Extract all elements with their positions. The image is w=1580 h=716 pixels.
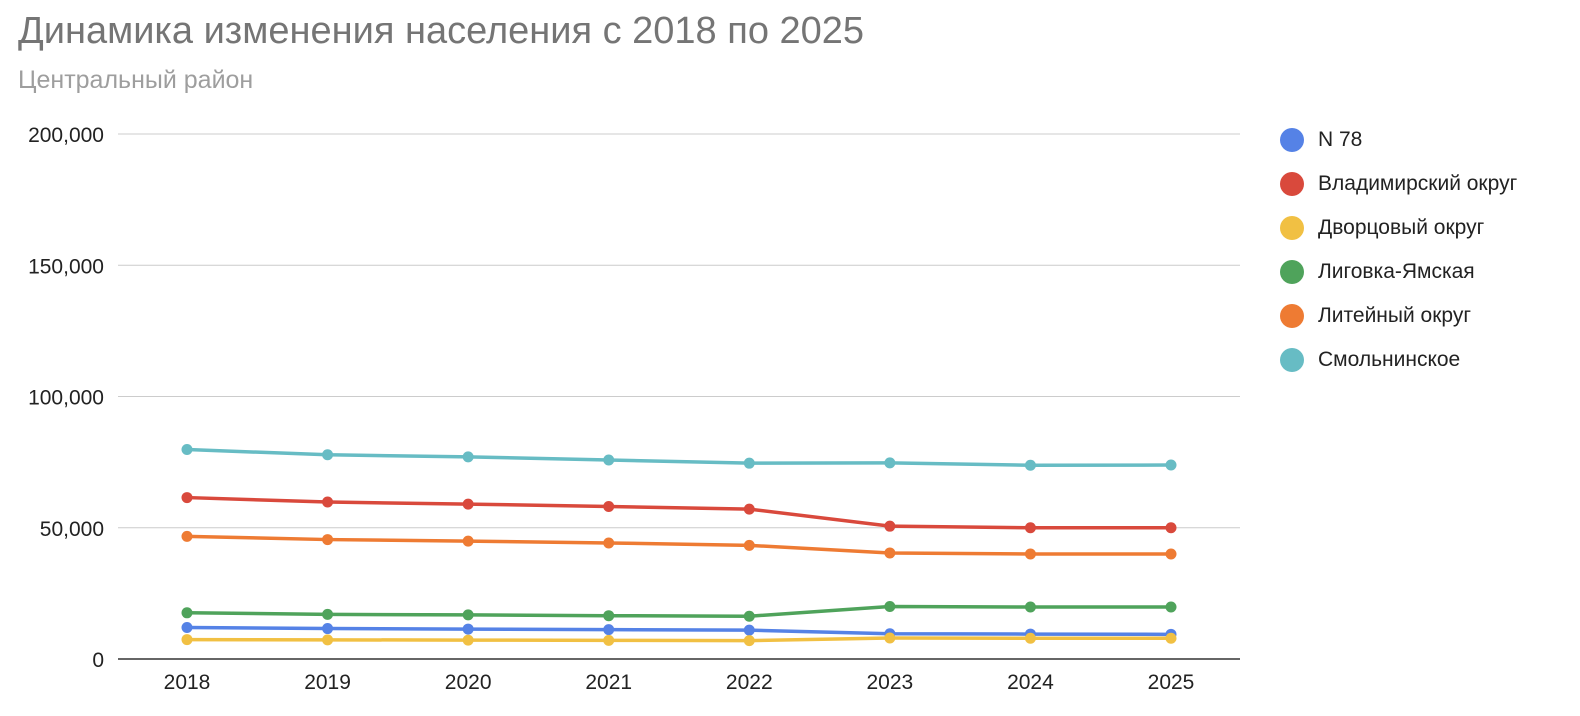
series-lines (181, 444, 1177, 647)
data-point[interactable] (462, 451, 474, 463)
series-5 (181, 444, 1177, 471)
legend-item[interactable]: Владимирский округ (1280, 162, 1517, 206)
legend-marker-icon (1280, 348, 1304, 372)
x-tick-label: 2025 (1148, 671, 1195, 694)
data-point[interactable] (1165, 459, 1177, 471)
data-point[interactable] (181, 530, 193, 542)
x-tick-label: 2021 (585, 671, 632, 694)
gridlines (118, 133, 1240, 529)
series-4 (181, 530, 1177, 560)
data-point[interactable] (743, 539, 755, 551)
y-tick-label: 200,000 (28, 124, 104, 147)
data-point[interactable] (322, 534, 334, 546)
legend-item[interactable]: Лиговка-Ямская (1280, 250, 1517, 294)
data-point[interactable] (603, 634, 615, 646)
data-point[interactable] (1165, 632, 1177, 644)
data-point[interactable] (181, 622, 193, 633)
data-point[interactable] (462, 498, 474, 510)
data-point[interactable] (462, 634, 474, 646)
legend-item[interactable]: Дворцовый округ (1280, 206, 1517, 250)
data-point[interactable] (1024, 459, 1036, 471)
y-tick-label: 100,000 (28, 387, 104, 410)
x-tick-label: 2020 (445, 671, 492, 694)
x-tick-label: 2024 (1007, 671, 1054, 694)
legend-marker-icon (1280, 216, 1304, 240)
data-point[interactable] (322, 496, 334, 508)
series-line (185, 604, 1173, 618)
data-point[interactable] (322, 449, 334, 461)
y-tick-label: 150,000 (28, 255, 104, 278)
data-point[interactable] (181, 444, 193, 456)
data-point[interactable] (1024, 601, 1036, 613)
series-3 (181, 601, 1177, 622)
x-tick-label: 2019 (304, 671, 351, 694)
legend-label: Дворцовый округ (1318, 216, 1485, 239)
legend-marker-icon (1280, 128, 1304, 152)
legend: N 78 Владимирский округ Дворцовый округ Лиг… (1280, 118, 1517, 382)
data-point[interactable] (1165, 601, 1177, 613)
data-point[interactable] (1024, 548, 1036, 560)
legend-marker-icon (1280, 260, 1304, 284)
data-point[interactable] (743, 503, 755, 515)
data-point[interactable] (884, 547, 896, 559)
series-2 (181, 632, 1177, 647)
legend-item[interactable]: Смольнинское (1280, 338, 1517, 382)
chart-subtitle: Центральный район (18, 66, 254, 94)
data-point[interactable] (322, 623, 334, 635)
legend-item[interactable]: Литейный округ (1280, 294, 1517, 338)
legend-marker-icon (1280, 304, 1304, 328)
series-line (185, 447, 1173, 468)
x-axis-tick-labels: 2018 2019 2020 2021 2022 2023 2024 2025 (164, 671, 1195, 694)
series-line (185, 495, 1173, 530)
chart-title: Динамика изменения населения с 2018 по 2… (18, 10, 865, 52)
data-point[interactable] (322, 634, 334, 646)
legend-label: Лиговка-Ямская (1318, 260, 1475, 283)
data-point[interactable] (884, 632, 896, 644)
x-tick-label: 2018 (164, 671, 211, 694)
data-point[interactable] (603, 537, 615, 549)
legend-label: Литейный округ (1318, 304, 1472, 327)
legend-marker-icon (1280, 172, 1304, 196)
data-point[interactable] (603, 610, 615, 622)
data-point[interactable] (743, 610, 755, 622)
data-point[interactable] (743, 635, 755, 647)
data-point[interactable] (884, 520, 896, 532)
data-point[interactable] (462, 609, 474, 621)
series-1 (181, 492, 1177, 534)
data-point[interactable] (1024, 632, 1036, 644)
y-tick-label: 0 (92, 649, 104, 672)
y-tick-label: 50,000 (40, 518, 104, 541)
data-point[interactable] (181, 492, 193, 504)
data-point[interactable] (743, 624, 755, 636)
data-point[interactable] (462, 535, 474, 547)
data-point[interactable] (322, 608, 334, 620)
data-point[interactable] (462, 623, 474, 635)
x-tick-label: 2022 (726, 671, 773, 694)
legend-item[interactable]: N 78 (1280, 118, 1517, 162)
data-point[interactable] (1165, 548, 1177, 560)
data-point[interactable] (1024, 522, 1036, 534)
data-point[interactable] (884, 601, 896, 612)
x-tick-label: 2023 (866, 671, 913, 694)
data-point[interactable] (743, 457, 755, 469)
data-point[interactable] (603, 500, 615, 512)
data-point[interactable] (1165, 522, 1177, 534)
series-line (185, 534, 1173, 556)
series-line (185, 636, 1173, 643)
legend-label: Владимирский округ (1318, 172, 1518, 195)
series-line (185, 625, 1173, 637)
data-point[interactable] (603, 624, 615, 636)
y-axis-tick-labels: 0 50,000 100,000 150,000 200,000 (28, 124, 104, 672)
data-point[interactable] (603, 454, 615, 466)
legend-label: Смольнинское (1318, 348, 1461, 371)
data-point[interactable] (884, 457, 896, 469)
data-point[interactable] (181, 634, 193, 646)
legend-label: N 78 (1318, 128, 1363, 151)
data-point[interactable] (181, 607, 193, 619)
